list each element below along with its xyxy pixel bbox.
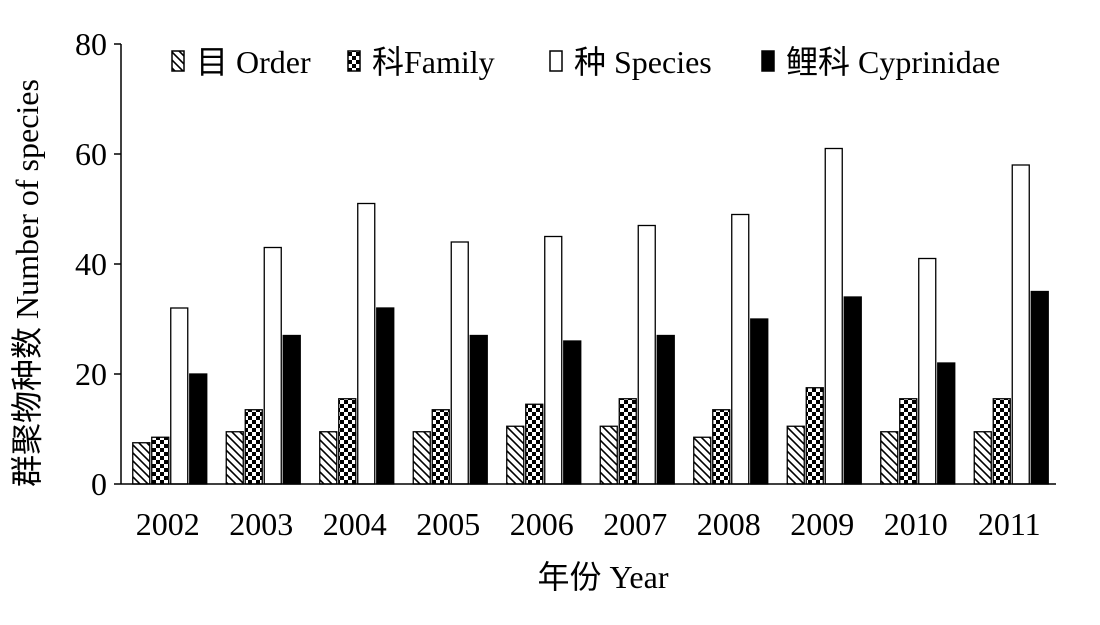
- bar-2: [431, 409, 450, 485]
- legend-swatch: [549, 50, 563, 72]
- y-tick-label: 20: [75, 356, 107, 392]
- bar-4: [843, 296, 862, 485]
- x-tick-label: 2010: [884, 506, 948, 542]
- bar-4: [376, 307, 395, 485]
- bar-3: [170, 307, 189, 485]
- bar-4: [282, 334, 301, 485]
- bar-1: [225, 431, 244, 485]
- legend-label: 种 Species: [574, 44, 712, 80]
- bar-2: [899, 398, 918, 485]
- bar-4: [656, 334, 675, 485]
- x-axis-label: 年份 Year: [538, 559, 669, 595]
- legend-swatch: [761, 50, 775, 72]
- y-axis-label: 群聚物种数 Number of species: [9, 79, 45, 487]
- bar-1: [506, 425, 525, 485]
- bar-1: [786, 425, 805, 485]
- bar-3: [450, 241, 469, 485]
- legend-swatch: [347, 50, 361, 72]
- x-tick-label: 2007: [603, 506, 667, 542]
- bar-3: [357, 202, 376, 485]
- axes-group: 0 20 40 60 80 2002 2003 2004 2005 2006 2007 2008 200…: [75, 26, 1056, 542]
- y-tick-label: 40: [75, 246, 107, 282]
- legend-label: 鲤科 Cyprinidae: [786, 44, 1000, 80]
- bar-2: [805, 387, 824, 485]
- bar-1: [599, 425, 618, 485]
- bar-2: [618, 398, 637, 485]
- y-tick-label: 80: [75, 26, 107, 62]
- legend: 目 Order 科Family 种 Species 鲤科 Cyprinidae: [171, 44, 1000, 80]
- bars-group: [132, 147, 1049, 485]
- bar-2: [992, 398, 1011, 485]
- legend-label: 目 Order: [196, 44, 311, 80]
- x-tick-label: 2011: [978, 506, 1041, 542]
- bar-3: [918, 257, 937, 485]
- bar-2: [525, 403, 544, 485]
- bar-3: [731, 213, 750, 485]
- bar-4: [1030, 290, 1049, 485]
- bar-2: [338, 398, 357, 485]
- bar-1: [693, 436, 712, 485]
- bar-3: [637, 224, 656, 485]
- x-tick-label: 2002: [136, 506, 200, 542]
- x-tick-label: 2005: [416, 506, 480, 542]
- bar-4: [469, 334, 488, 485]
- bar-4: [189, 373, 208, 485]
- bar-2: [151, 436, 170, 485]
- x-tick-label: 2003: [229, 506, 293, 542]
- bar-3: [1011, 164, 1030, 485]
- x-tick-label: 2004: [323, 506, 387, 542]
- bar-1: [973, 431, 992, 485]
- bar-2: [712, 409, 731, 485]
- bar-1: [412, 431, 431, 485]
- bar-2: [244, 409, 263, 485]
- bar-1: [319, 431, 338, 485]
- bar-4: [937, 362, 956, 485]
- bar-1: [132, 442, 151, 485]
- x-tick-label: 2008: [697, 506, 761, 542]
- legend-label: 科Family: [372, 44, 495, 80]
- x-tick-label: 2006: [510, 506, 574, 542]
- bar-4: [750, 318, 769, 485]
- bar-3: [824, 147, 843, 485]
- y-tick-label: 0: [91, 466, 107, 502]
- bar-4: [563, 340, 582, 485]
- bar-3: [544, 235, 563, 485]
- y-tick-label: 60: [75, 136, 107, 172]
- bar-3: [263, 246, 282, 485]
- bar-1: [880, 431, 899, 485]
- legend-swatch: [171, 50, 185, 72]
- x-tick-label: 2009: [790, 506, 854, 542]
